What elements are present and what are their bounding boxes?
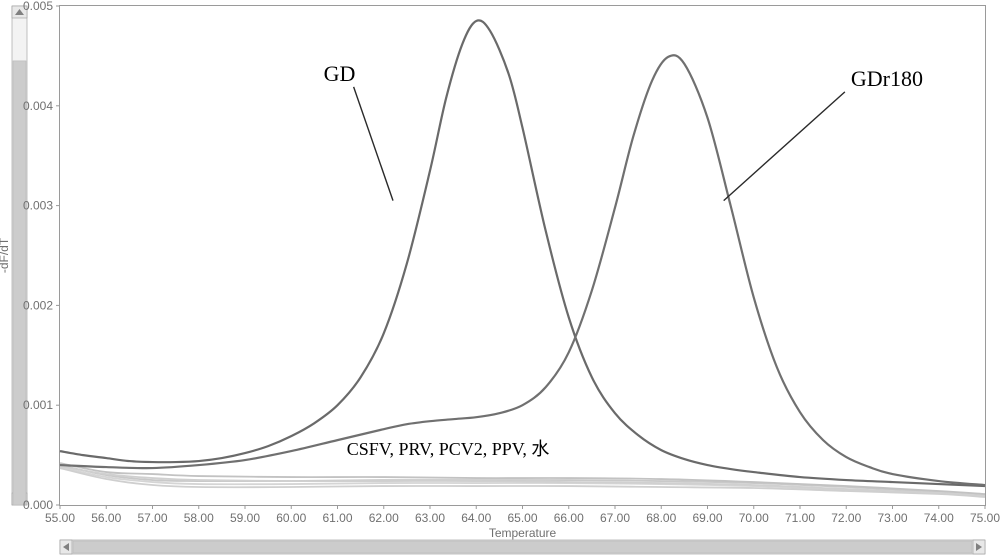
x-tick-label: 63.00 (415, 511, 445, 525)
x-tick-label: 62.00 (369, 511, 399, 525)
y-tick-label: 0.004 (23, 99, 53, 113)
x-tick-label: 59.00 (230, 511, 260, 525)
x-tick-label: 55.00 (45, 511, 75, 525)
x-scrollbar-thumb[interactable] (73, 541, 972, 553)
x-tick-label: 56.00 (91, 511, 121, 525)
x-axis-title: Temperature (489, 526, 557, 540)
y-tick-label: 0.003 (23, 199, 53, 213)
plot-area (60, 6, 986, 506)
x-tick-label: 64.00 (461, 511, 491, 525)
x-tick-label: 67.00 (600, 511, 630, 525)
x-tick-label: 65.00 (507, 511, 537, 525)
annotation-gd: GD (324, 61, 356, 86)
y-tick-label: 0.000 (23, 498, 53, 512)
annotation-gdr180: GDr180 (851, 66, 923, 91)
y-tick-label: 0.001 (23, 398, 53, 412)
x-tick-label: 57.00 (137, 511, 167, 525)
chart-svg: 0.000 0.001 0.002 0.003 0.004 0.005 55.00 56.00… (0, 0, 1000, 560)
y-tick-label: 0.005 (23, 0, 53, 13)
y-axis-title: -dF/dT (0, 237, 11, 273)
x-tick-label: 71.00 (785, 511, 815, 525)
x-tick-label: 73.00 (877, 511, 907, 525)
x-tick-label: 66.00 (554, 511, 584, 525)
y-tick-label: 0.002 (23, 298, 53, 312)
x-tick-label: 69.00 (692, 511, 722, 525)
x-tick-label: 70.00 (739, 511, 769, 525)
annotation-flat: CSFV, PRV, PCV2, PPV, 水 (347, 439, 550, 459)
x-tick-label: 74.00 (924, 511, 954, 525)
x-tick-label: 68.00 (646, 511, 676, 525)
x-tick-label: 72.00 (831, 511, 861, 525)
melt-curve-chart: 0.000 0.001 0.002 0.003 0.004 0.005 55.00 56.00… (0, 0, 1000, 560)
x-tick-label: 58.00 (184, 511, 214, 525)
y-scrollbar-thumb[interactable] (13, 61, 26, 505)
x-tick-label: 60.00 (276, 511, 306, 525)
x-tick-label: 61.00 (322, 511, 352, 525)
x-tick-label: 75.00 (970, 511, 1000, 525)
